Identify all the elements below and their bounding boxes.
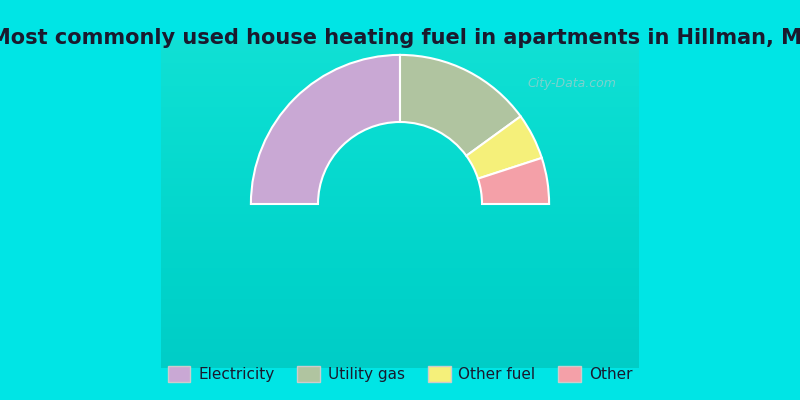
Text: City-Data.com: City-Data.com — [527, 77, 616, 90]
Wedge shape — [400, 55, 521, 156]
Wedge shape — [251, 55, 400, 204]
Wedge shape — [466, 116, 542, 179]
Wedge shape — [478, 158, 549, 204]
Text: Most commonly used house heating fuel in apartments in Hillman, MI: Most commonly used house heating fuel in… — [0, 28, 800, 48]
Legend: Electricity, Utility gas, Other fuel, Other: Electricity, Utility gas, Other fuel, Ot… — [162, 360, 638, 388]
